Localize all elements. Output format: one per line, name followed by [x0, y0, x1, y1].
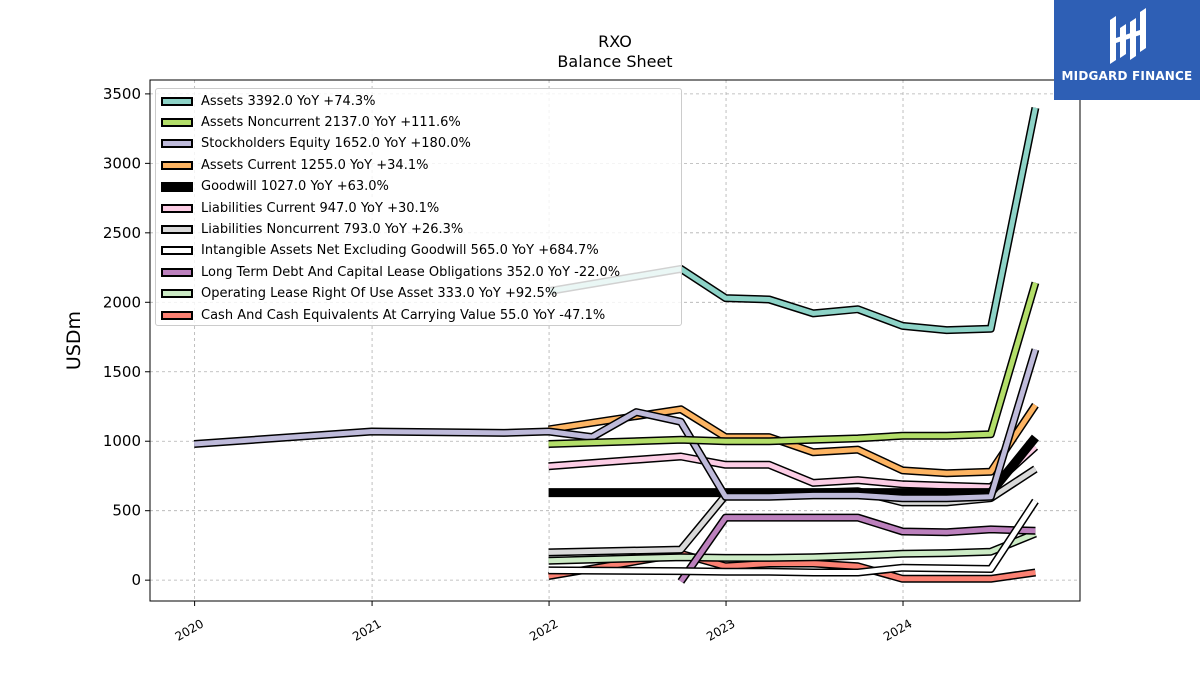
legend-swatch	[161, 139, 193, 149]
legend-swatch	[161, 246, 193, 256]
y-tick-label: 2500	[103, 224, 141, 242]
legend-swatch	[161, 160, 193, 170]
logo-text: MIDGARD FINANCE	[1061, 69, 1193, 83]
legend-item: Cash And Cash Equivalents At Carrying Va…	[161, 305, 605, 325]
y-tick-label: 3000	[103, 154, 141, 172]
x-tick-label: 2021	[350, 616, 383, 643]
legend-swatch	[161, 117, 193, 127]
series-line	[548, 531, 1037, 564]
legend-label: Cash And Cash Equivalents At Carrying Va…	[201, 307, 606, 323]
legend-label: Stockholders Equity 1652.0 YoY +180.0%	[201, 136, 471, 152]
legend-item: Operating Lease Right Of Use Asset 333.0…	[161, 284, 557, 304]
legend-item: Assets 3392.0 YoY +74.3%	[161, 91, 376, 111]
series-outline	[548, 443, 1039, 492]
chart-subtitle: Balance Sheet	[557, 52, 673, 71]
y-tick-label: 0	[131, 571, 141, 589]
x-tick-label: 2020	[173, 616, 206, 643]
x-tick-label: 2024	[881, 616, 914, 643]
legend-item: Assets Current 1255.0 YoY +34.1%	[161, 155, 428, 175]
legend-swatch	[161, 203, 193, 213]
y-axis-label: USDm	[63, 311, 85, 370]
legend-label: Assets Noncurrent 2137.0 YoY +111.6%	[201, 114, 461, 130]
y-tick-label: 2000	[103, 293, 141, 311]
legend-label: Long Term Debt And Capital Lease Obligat…	[201, 264, 621, 280]
legend-item: Goodwill 1027.0 YoY +63.0%	[161, 177, 389, 197]
y-tick-label: 500	[112, 502, 141, 520]
x-tick-label: 2023	[704, 616, 737, 643]
series-line	[548, 403, 1038, 476]
plot-frame	[149, 79, 1081, 602]
legend-swatch	[161, 96, 193, 106]
series-line	[193, 348, 1038, 501]
legend-label: Assets Current 1255.0 YoY +34.1%	[201, 157, 429, 173]
legend-label: Liabilities Noncurrent 793.0 YoY +26.3%	[201, 221, 464, 237]
legend-label: Operating Lease Right Of Use Asset 333.0…	[201, 286, 558, 302]
legend-swatch	[161, 224, 193, 234]
legend-item: Liabilities Noncurrent 793.0 YoY +26.3%	[161, 219, 463, 239]
series-line	[548, 282, 1038, 447]
chart-legend: Assets 3392.0 YoY +74.3% Assets Noncurren…	[155, 88, 682, 326]
legend-swatch	[161, 181, 193, 192]
x-tick-label: 2022	[527, 616, 560, 643]
legend-label: Intangible Assets Net Excluding Goodwill…	[201, 243, 599, 259]
legend-item: Stockholders Equity 1652.0 YoY +180.0%	[161, 134, 471, 154]
y-tick-label: 3500	[103, 85, 141, 103]
y-tick-label: 1000	[103, 432, 141, 450]
series-line	[678, 515, 1036, 583]
series-line	[548, 444, 1038, 490]
legend-swatch	[161, 289, 193, 299]
y-tick-label: 1500	[103, 363, 141, 381]
series-line	[548, 107, 1038, 333]
chart-title: RXO	[598, 32, 632, 51]
legend-item: Liabilities Current 947.0 YoY +30.1%	[161, 198, 439, 218]
legend-swatch	[161, 267, 193, 277]
legend-label: Assets 3392.0 YoY +74.3%	[201, 93, 376, 109]
logo-mark-icon	[1110, 8, 1146, 64]
midgard-finance-logo: MIDGARD FINANCE	[1054, 0, 1200, 100]
legend-item: Long Term Debt And Capital Lease Obligat…	[161, 262, 620, 282]
legend-label: Goodwill 1027.0 YoY +63.0%	[201, 179, 389, 195]
legend-item: Intangible Assets Net Excluding Goodwill…	[161, 241, 599, 261]
legend-label: Liabilities Current 947.0 YoY +30.1%	[201, 200, 440, 216]
series-line	[548, 499, 1038, 575]
legend-item: Assets Noncurrent 2137.0 YoY +111.6%	[161, 112, 461, 132]
legend-swatch	[161, 310, 193, 320]
